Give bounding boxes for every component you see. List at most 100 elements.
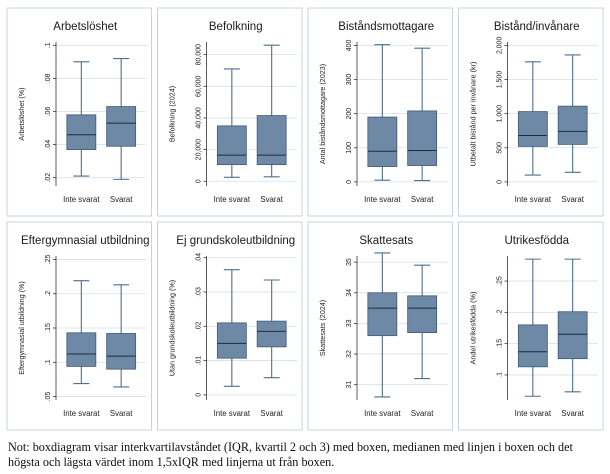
y-tick-label: 100 <box>346 142 353 154</box>
chart-panel: Eftergymnasial utbildning .05 .1 .15 .2 .25 Ef… <box>6 221 152 431</box>
boxplot-grid: Arbetslöshet .02 .04 .06 .08 .1 Arbetslöshet (… <box>6 7 604 431</box>
box-plot <box>256 44 287 178</box>
x-category-label: Svarat <box>561 195 584 204</box>
y-tick-label: .04 <box>45 140 52 150</box>
y-axis-label: Andel utrikesfödda (%) <box>469 292 478 365</box>
x-category-label: Inte svarat <box>214 409 251 418</box>
chart-panel: Befolkning 0 20,000 40,000 60,000 80,000 Befol… <box>157 7 303 217</box>
chart-title: Bistånd/invånare <box>494 21 580 33</box>
iqr-box <box>216 322 247 359</box>
y-tick-label: .02 <box>45 173 52 183</box>
iqr-box <box>557 105 588 145</box>
y-tick-label: .06 <box>45 107 52 117</box>
y-tick-label: .1 <box>45 359 52 365</box>
y-tick-label: 0 <box>497 180 504 184</box>
y-axis-label: Skattesats (2024) <box>318 300 327 356</box>
y-tick-label: 33 <box>346 319 353 327</box>
x-category-label: Inte svarat <box>63 409 100 418</box>
box-plot <box>216 68 247 178</box>
y-tick-label: .15 <box>497 339 504 349</box>
iqr-box <box>517 111 548 147</box>
chart-title: Skattesats <box>359 235 413 247</box>
x-category-label: Svarat <box>561 409 584 418</box>
box-plot <box>367 44 398 181</box>
y-tick-label: .1 <box>45 42 52 48</box>
y-tick-label: 0 <box>196 393 203 397</box>
chart-panel: Ej grundskoleutbildning 0 .01 .02 .03 .04 Utan… <box>157 221 303 431</box>
box-plot <box>407 264 438 380</box>
figure-note: Not: boxdiagram visar interkvartilavstån… <box>8 440 573 469</box>
chart-panel: Arbetslöshet .02 .04 .06 .08 .1 Arbetslöshet (… <box>6 7 152 217</box>
box-plot <box>517 258 548 397</box>
box-plot <box>557 54 588 173</box>
x-category-label: Inte svarat <box>364 195 401 204</box>
y-tick-label: 80,000 <box>196 44 203 66</box>
y-tick-label: .04 <box>196 253 203 263</box>
x-category-label: Svarat <box>411 409 434 418</box>
y-tick-label: 32 <box>346 350 353 358</box>
y-axis-label: Utbetalt bistånd per invånare (kr) <box>469 62 478 167</box>
chart-panel: Utrikesfödda .1 .15 .2 .25 Andel utrikesfödda… <box>458 221 604 431</box>
box-plot <box>66 61 97 177</box>
x-category-label: Svarat <box>110 195 133 204</box>
iqr-box <box>367 292 398 337</box>
x-category-label: Svarat <box>260 409 283 418</box>
y-tick-label: 0 <box>346 180 353 184</box>
box-plot <box>216 269 247 387</box>
y-tick-label: .08 <box>45 73 52 83</box>
box-plot <box>407 47 438 182</box>
y-tick-label: 34 <box>346 289 353 297</box>
box-plot <box>557 258 588 393</box>
box-plot <box>367 252 398 398</box>
y-tick-label: 300 <box>346 74 353 86</box>
chart-title: Befolkning <box>209 21 263 33</box>
boxplot-figure: Arbetslöshet .02 .04 .06 .08 .1 Arbetslöshet (… <box>4 6 606 434</box>
x-category-label: Inte svarat <box>63 195 100 204</box>
y-tick-label: .25 <box>45 254 52 264</box>
y-tick-label: 40,000 <box>196 107 203 129</box>
y-tick-label: .25 <box>497 276 504 286</box>
x-category-label: Inte svarat <box>515 195 552 204</box>
y-tick-label: .01 <box>196 356 203 366</box>
y-axis-label: Arbetslöshet (%) <box>17 87 26 140</box>
x-category-label: Svarat <box>260 195 283 204</box>
y-tick-label: 0 <box>196 179 203 183</box>
chart-title: Biståndsmottagare <box>338 21 434 33</box>
iqr-box <box>106 333 137 370</box>
y-tick-label: .03 <box>196 287 203 297</box>
iqr-box <box>106 106 137 147</box>
iqr-box <box>66 114 97 150</box>
iqr-box <box>517 324 548 368</box>
box-plot <box>256 279 287 379</box>
y-tick-label: 1,500 <box>497 71 504 89</box>
box-plot <box>66 280 97 385</box>
iqr-box <box>407 295 438 333</box>
y-tick-label: 400 <box>346 39 353 51</box>
y-tick-label: .2 <box>497 309 504 315</box>
x-category-label: Inte svarat <box>214 195 251 204</box>
chart-title: Arbetslöshet <box>53 21 118 33</box>
chart-panel: Bistånd/invånare 0 500 1,000 1,500 2,000 Utbet… <box>458 7 604 217</box>
iqr-box <box>557 311 588 360</box>
y-tick-label: 2,000 <box>497 37 504 55</box>
y-tick-label: 35 <box>346 258 353 266</box>
y-axis-label: Utan grundskoleutbildning (%) <box>168 280 177 376</box>
y-tick-label: 31 <box>346 381 353 389</box>
chart-title: Eftergymnasial utbildning <box>21 235 150 247</box>
y-tick-label: .05 <box>45 392 52 402</box>
y-tick-label: .15 <box>45 323 52 333</box>
y-tick-label: .02 <box>196 321 203 331</box>
box-plot <box>517 61 548 176</box>
iqr-box <box>216 125 247 166</box>
y-tick-label: 20,000 <box>196 139 203 161</box>
iqr-box <box>407 110 438 166</box>
chart-title: Utrikesfödda <box>504 235 569 247</box>
y-axis-label: Antal biståndsmottagare (2023) <box>318 64 327 164</box>
x-category-label: Svarat <box>110 409 133 418</box>
x-category-label: Inte svarat <box>515 409 552 418</box>
y-tick-label: 500 <box>497 142 504 154</box>
iqr-box <box>256 320 287 348</box>
x-category-label: Svarat <box>411 195 434 204</box>
iqr-box <box>66 332 97 367</box>
box-plot <box>106 58 137 180</box>
